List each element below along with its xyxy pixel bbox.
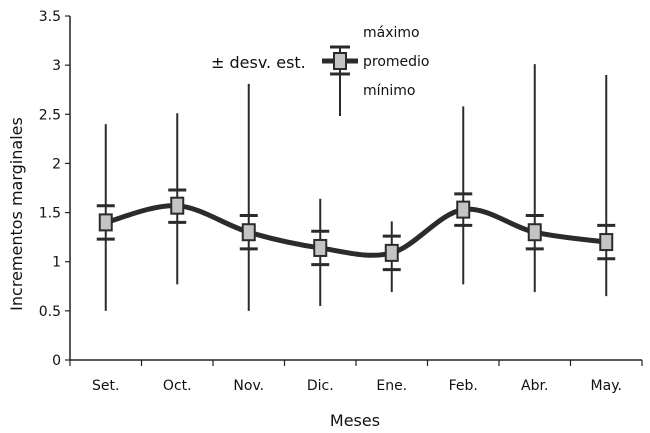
x-tick-label: Set. — [92, 378, 119, 394]
x-tick-label: May. — [591, 378, 622, 394]
y-tick-label: 1 — [52, 255, 61, 271]
y-axis-ticks: 0 0.5 1 1.5 2 2.5 3 3.5 — [39, 9, 70, 369]
x-tick-label: Ene. — [376, 378, 407, 394]
mean-marker — [170, 196, 185, 215]
mean-marker — [527, 223, 542, 242]
x-tick-label: Dic. — [307, 378, 334, 394]
legend-mean-label: promedio — [363, 54, 430, 70]
mean-line-path — [103, 203, 609, 258]
mean-markers — [98, 196, 614, 262]
mean-marker — [384, 243, 399, 262]
legend: ± desv. est. máximo promedio mínimo — [211, 25, 430, 116]
x-axis-label: Meses — [330, 411, 380, 430]
y-tick-label: 0 — [52, 353, 61, 369]
y-tick-label: 2 — [52, 156, 61, 172]
legend-max-label: máximo — [363, 25, 420, 41]
x-tick-label: Abr. — [521, 378, 548, 394]
mean-marker — [241, 223, 256, 242]
axes — [69, 16, 642, 361]
x-axis-ticks: Set. Oct. Nov. Dic. Ene. Feb. Abr. May. — [69, 360, 643, 394]
legend-min-label: mínimo — [363, 83, 416, 99]
y-tick-label: 0.5 — [39, 304, 61, 320]
y-axis-label: Incrementos marginales — [7, 117, 26, 311]
y-tick-label: 3 — [52, 58, 61, 74]
y-tick-label: 2.5 — [39, 107, 61, 123]
x-tick-label: Feb. — [449, 378, 478, 394]
legend-mean-marker — [333, 52, 347, 70]
mean-marker — [456, 200, 471, 219]
mean-marker — [599, 233, 614, 252]
legend-sd-label: ± desv. est. — [211, 53, 306, 72]
mean-line — [103, 203, 609, 258]
x-tick-label: Nov. — [233, 378, 264, 394]
y-tick-label: 3.5 — [39, 9, 61, 25]
y-tick-label: 1.5 — [39, 206, 61, 222]
mean-marker — [98, 213, 113, 232]
range-whiskers — [96, 64, 616, 311]
mean-marker — [313, 238, 328, 257]
x-tick-label: Oct. — [163, 378, 192, 394]
